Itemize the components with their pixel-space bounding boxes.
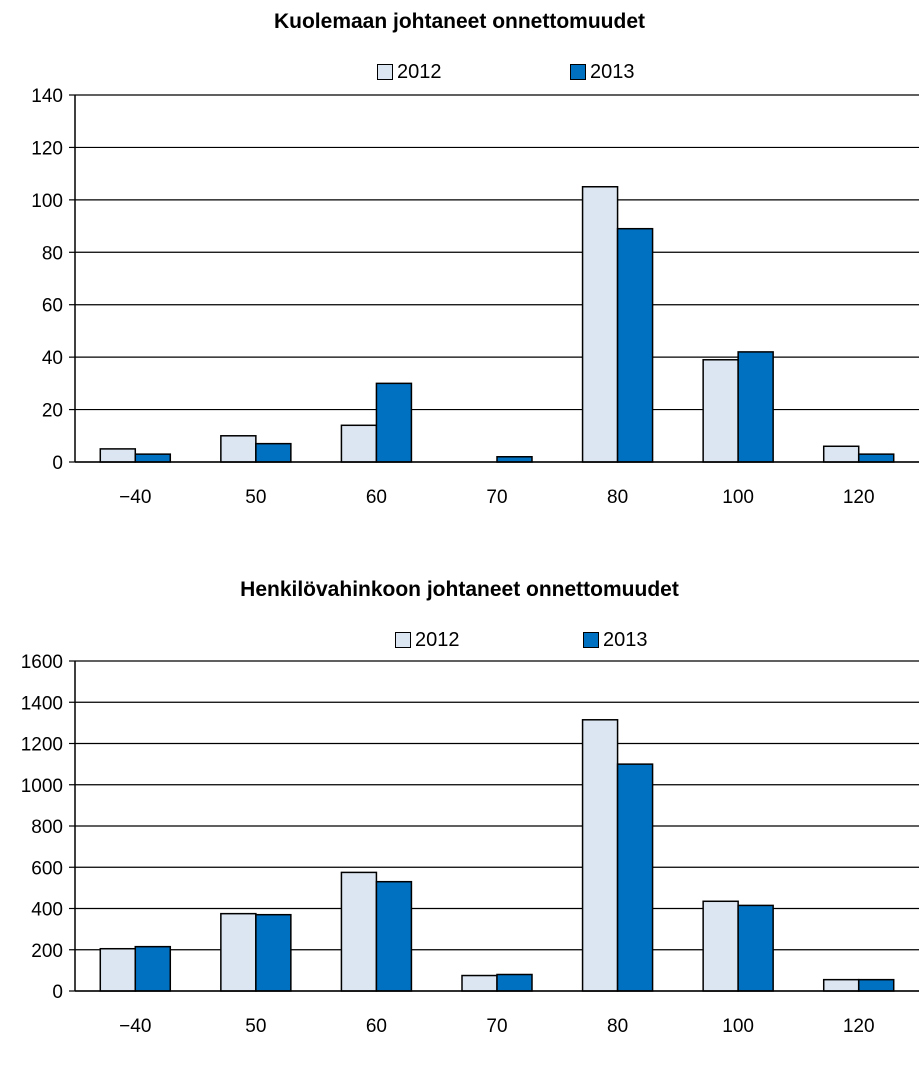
chart-fatal-accidents: Kuolemaan johtaneet onnettomuudet 2012 2…	[0, 0, 919, 520]
chart-plot-fatal: 0 20 40 60 80 100 120 140 −40 50 60 70 80 100 120	[31, 86, 919, 508]
chart-injury-accidents: Henkilövahinkoon johtaneet onnettomuudet…	[0, 568, 919, 1074]
legend-swatch-2012	[395, 632, 411, 648]
y-tick-label: 20	[42, 401, 63, 422]
bar-2012	[220, 435, 257, 463]
x-tick-label: 60	[366, 487, 387, 508]
y-tick-label: 1000	[21, 776, 63, 797]
x-tick-label: −40	[119, 487, 151, 508]
x-tick-label: 60	[366, 1016, 387, 1037]
legend-label-2013: 2013	[590, 60, 635, 83]
y-tick-label: 80	[42, 243, 63, 264]
bar-2012	[702, 900, 739, 992]
bar-2013	[496, 456, 533, 463]
legend-swatch-2013	[583, 632, 599, 648]
legend-swatch-2013	[570, 64, 586, 80]
y-tick-label: 1200	[21, 735, 63, 756]
y-tick-label: 0	[52, 453, 63, 474]
legend-item-2013: 2013	[583, 626, 648, 654]
x-tick-label: 80	[607, 1016, 628, 1037]
y-tick-label: 40	[42, 348, 63, 369]
y-tick-label: 60	[42, 296, 63, 317]
bar-2012	[340, 871, 378, 992]
bar-2013	[375, 382, 413, 463]
y-tick-label: 100	[31, 191, 63, 212]
x-tick-label: 70	[486, 1016, 507, 1037]
x-tick-label: 100	[722, 487, 754, 508]
bar-2013	[616, 763, 654, 992]
bar-2013	[496, 973, 533, 992]
x-tick-label: 120	[843, 487, 875, 508]
x-tick-label: 50	[245, 1016, 266, 1037]
legend-label-2012: 2012	[415, 628, 460, 651]
bar-2013	[255, 913, 292, 992]
legend-item-2012: 2012	[377, 58, 442, 86]
chart-plot-injury: 0 200 400 600 800 1000 1200 1400 1600 −40 50 60 70 80…	[21, 652, 919, 1037]
y-tick-label: 800	[31, 817, 63, 838]
bar-2013	[616, 227, 654, 463]
bar-2013	[134, 945, 172, 992]
y-tick-label: 600	[31, 858, 63, 879]
bar-2013	[375, 880, 413, 992]
x-tick-label: −40	[119, 1016, 151, 1037]
bar-2012	[822, 978, 860, 992]
bar-2012	[581, 719, 619, 992]
bar-2012	[461, 974, 498, 992]
chart-legend: 2012 2013	[0, 58, 919, 86]
x-tick-label: 120	[843, 1016, 875, 1037]
bar-2012	[702, 359, 739, 463]
legend-label-2012: 2012	[397, 60, 442, 83]
x-tick-label: 50	[245, 487, 266, 508]
bar-2013	[857, 978, 895, 992]
y-tick-label: 120	[31, 138, 63, 159]
chart-title: Henkilövahinkoon johtaneet onnettomuudet	[240, 578, 679, 601]
chart-legend: 2012 2013	[0, 626, 919, 654]
y-tick-label: 400	[31, 900, 63, 921]
legend-label-2013: 2013	[603, 628, 648, 651]
legend-item-2013: 2013	[570, 58, 635, 86]
bar-2012	[822, 445, 860, 463]
bar-2013	[737, 351, 774, 463]
bar-2013	[134, 453, 172, 463]
y-tick-label: 1400	[21, 693, 63, 714]
bar-2013	[255, 442, 292, 463]
bar-2012	[99, 947, 137, 992]
y-tick-label: 0	[52, 982, 63, 1003]
x-tick-label: 100	[722, 1016, 754, 1037]
bar-2013	[737, 904, 774, 992]
bar-2012	[340, 424, 378, 463]
y-tick-label: 1600	[21, 652, 63, 673]
legend-item-2012: 2012	[395, 626, 460, 654]
x-tick-label: 70	[486, 487, 507, 508]
bar-2013	[857, 453, 895, 463]
y-tick-label: 200	[31, 941, 63, 962]
bar-2012	[99, 448, 137, 463]
y-tick-label: 140	[31, 86, 63, 107]
legend-swatch-2012	[377, 64, 393, 80]
bar-2012	[581, 186, 619, 463]
x-tick-label: 80	[607, 487, 628, 508]
chart-title: Kuolemaan johtaneet onnettomuudet	[273, 10, 645, 33]
bar-2012	[220, 912, 257, 992]
